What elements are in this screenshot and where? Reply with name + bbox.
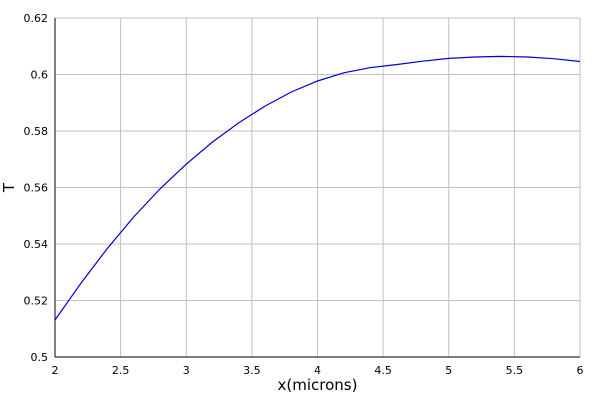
y-tick-label: 0.6 <box>31 69 49 82</box>
y-tick-label: 0.56 <box>24 182 49 195</box>
y-tick-label: 0.5 <box>31 351 49 364</box>
y-axis-label: T <box>0 182 18 193</box>
x-tick-label: 3.5 <box>243 364 261 377</box>
tick-labels: 2 2.5 3 3.5 4 4.5 5 5.5 6 0.5 0.52 0.54 0.56 0.58 0.6 0… <box>24 12 584 377</box>
x-tick-label: 2.5 <box>112 364 130 377</box>
y-tick-label: 0.54 <box>24 238 49 251</box>
series-layer <box>54 55 581 321</box>
x-tick-label: 5 <box>445 364 452 377</box>
x-tick-label: 2 <box>52 364 59 377</box>
x-axis-label: x(microns) <box>278 376 358 394</box>
y-tick-label: 0.52 <box>24 295 49 308</box>
grid-lines <box>54 17 581 358</box>
y-tick-label: 0.62 <box>24 12 49 25</box>
x-tick-label: 5.5 <box>506 364 524 377</box>
axes <box>54 18 580 358</box>
series-line <box>54 55 581 321</box>
x-tick-label: 4 <box>314 364 321 377</box>
x-tick-label: 6 <box>577 364 584 377</box>
y-tick-label: 0.58 <box>24 125 49 138</box>
x-tick-label: 3 <box>183 364 190 377</box>
x-tick-label: 4.5 <box>374 364 392 377</box>
